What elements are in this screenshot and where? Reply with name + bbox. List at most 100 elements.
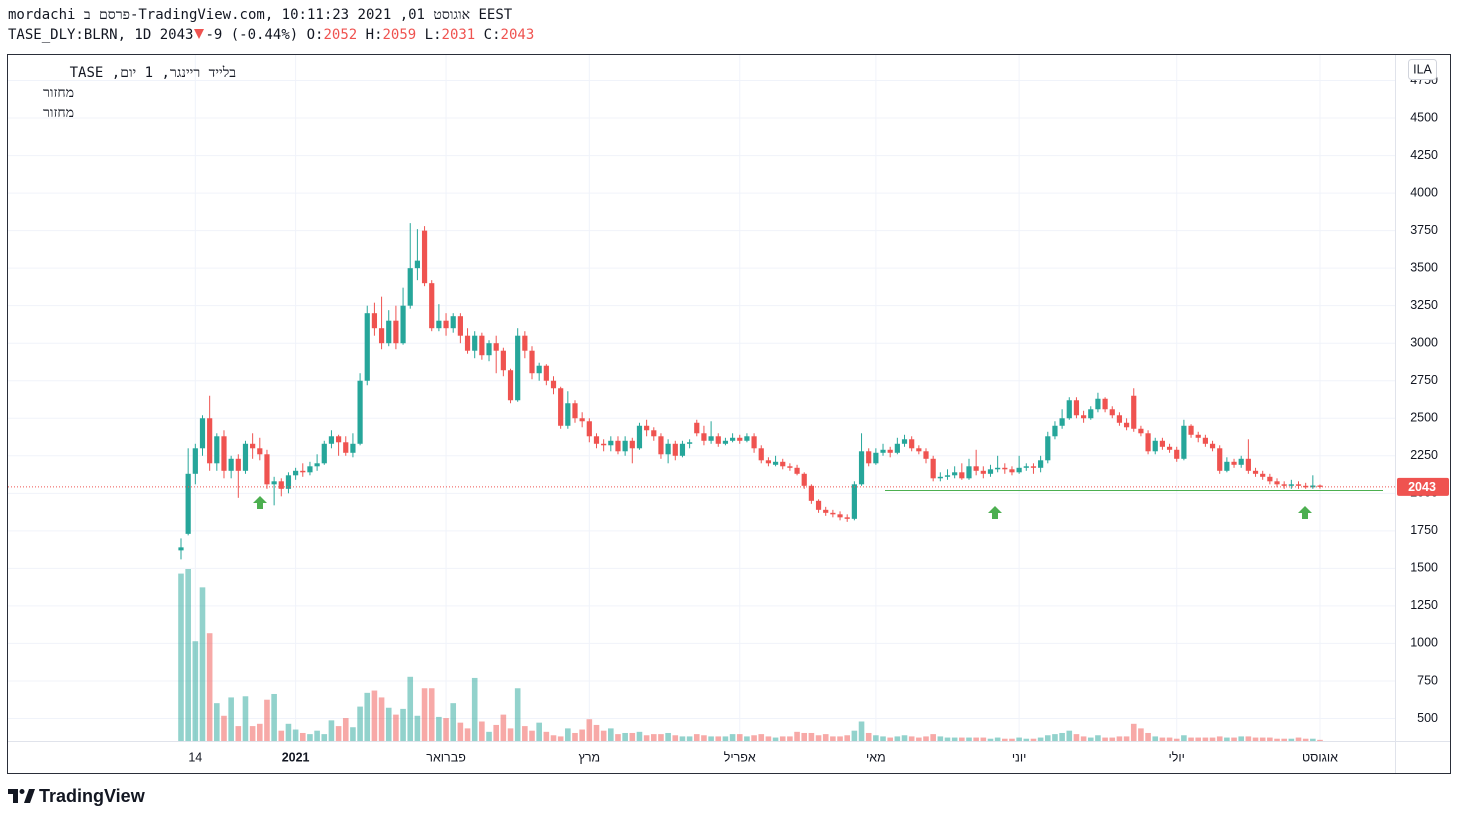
volume-bar	[980, 737, 987, 741]
candle-body	[1281, 484, 1287, 486]
candle-body	[586, 421, 592, 437]
volume-bar	[973, 737, 979, 741]
volume-bar	[830, 736, 836, 741]
candle-body	[866, 451, 872, 464]
candle-body	[658, 436, 664, 455]
volume-bar	[235, 726, 242, 741]
candle-body	[257, 448, 263, 455]
volume-bar	[665, 732, 671, 741]
candle-body	[472, 335, 478, 351]
candle-body	[995, 467, 1001, 470]
low-value: 2031	[441, 27, 476, 43]
plot	[8, 55, 1395, 741]
candle-body	[952, 472, 958, 476]
volume-bar	[894, 736, 901, 741]
volume-bar	[1037, 737, 1044, 741]
volume-bar	[1267, 737, 1273, 741]
candle-body	[1202, 437, 1208, 444]
candle-body	[787, 466, 793, 468]
volume-bar	[228, 697, 234, 741]
volume-bar	[192, 641, 199, 741]
candle-body	[937, 476, 943, 479]
candle-body	[386, 320, 392, 344]
x-tick-label: יוני	[1012, 750, 1027, 764]
volume-bar	[206, 633, 213, 741]
volume-bar	[765, 736, 772, 741]
volume-bar	[772, 737, 779, 741]
volume-bar	[385, 707, 392, 741]
x-tick-label: אפריל	[724, 750, 756, 764]
candle-body	[214, 436, 220, 464]
x-tick-label: אוגוסט	[1302, 750, 1338, 764]
change-pct: (-0.44%)	[230, 27, 299, 43]
last-price-label: 2043	[1408, 480, 1436, 494]
volume-bar	[1023, 738, 1030, 741]
candle-body	[715, 436, 721, 444]
candle-body	[1209, 443, 1216, 449]
volume-bar	[414, 715, 421, 741]
candle-body	[579, 418, 585, 422]
candle-body	[1317, 485, 1323, 487]
candle-body	[601, 443, 607, 446]
volume-bar	[966, 737, 972, 741]
volume-bar	[1016, 737, 1022, 741]
candle-body	[873, 452, 879, 464]
volume-bar	[579, 729, 585, 741]
volume-bar	[987, 738, 994, 741]
volume-bar	[615, 734, 621, 741]
candle-body	[708, 436, 714, 441]
volume-bar	[507, 728, 514, 741]
volume-bar	[464, 728, 471, 741]
candle-body	[278, 481, 284, 489]
volume-bar	[393, 714, 399, 741]
volume-bar	[1209, 737, 1216, 741]
logo	[8, 789, 35, 803]
candle-body	[737, 437, 743, 441]
candle-body	[1138, 428, 1144, 434]
candle-body	[314, 463, 320, 467]
candle-body	[1009, 469, 1015, 473]
volume-bar	[1317, 739, 1323, 741]
volume-bar	[1245, 736, 1252, 741]
volume-bar	[650, 734, 657, 741]
candle-body	[235, 458, 241, 471]
candle-body	[443, 320, 449, 329]
volume-bar	[837, 736, 843, 741]
y-tick-label: 3000	[1410, 336, 1438, 350]
volume-bar	[1066, 730, 1073, 741]
volume-bar	[751, 735, 757, 741]
volume-bar	[930, 734, 936, 741]
volume-bar	[844, 735, 851, 741]
candle-body	[1252, 470, 1259, 474]
candle-body	[364, 313, 370, 381]
candle-body	[751, 436, 757, 449]
volume-bar	[500, 714, 507, 741]
candle-body	[944, 475, 951, 477]
candle-body	[1145, 433, 1151, 452]
y-tick-label: 1250	[1410, 598, 1438, 612]
volume-bar	[436, 716, 442, 741]
candle-body	[1095, 398, 1101, 410]
volume-bar	[536, 722, 542, 741]
volume-bar	[479, 721, 485, 741]
candle-body	[350, 443, 356, 453]
volume-legend: מחזור	[43, 105, 74, 121]
volume-bar	[1173, 738, 1180, 741]
volume-bar	[808, 732, 815, 741]
candle-body	[293, 470, 299, 476]
candle-body	[636, 425, 643, 449]
volume-bar	[457, 722, 464, 741]
volume-bar	[1259, 737, 1266, 741]
candle-body	[300, 470, 306, 473]
candle-body	[1116, 415, 1123, 423]
candle-body	[880, 449, 886, 453]
candle-body	[507, 370, 514, 401]
volume-bar	[1123, 736, 1130, 741]
candle-body	[615, 440, 621, 452]
candle-body	[550, 380, 557, 389]
volume-bar	[1231, 737, 1237, 741]
last-price-box	[1397, 477, 1449, 496]
candle-body	[1267, 476, 1273, 482]
candle-body	[665, 443, 671, 455]
candle-body	[1181, 425, 1187, 459]
